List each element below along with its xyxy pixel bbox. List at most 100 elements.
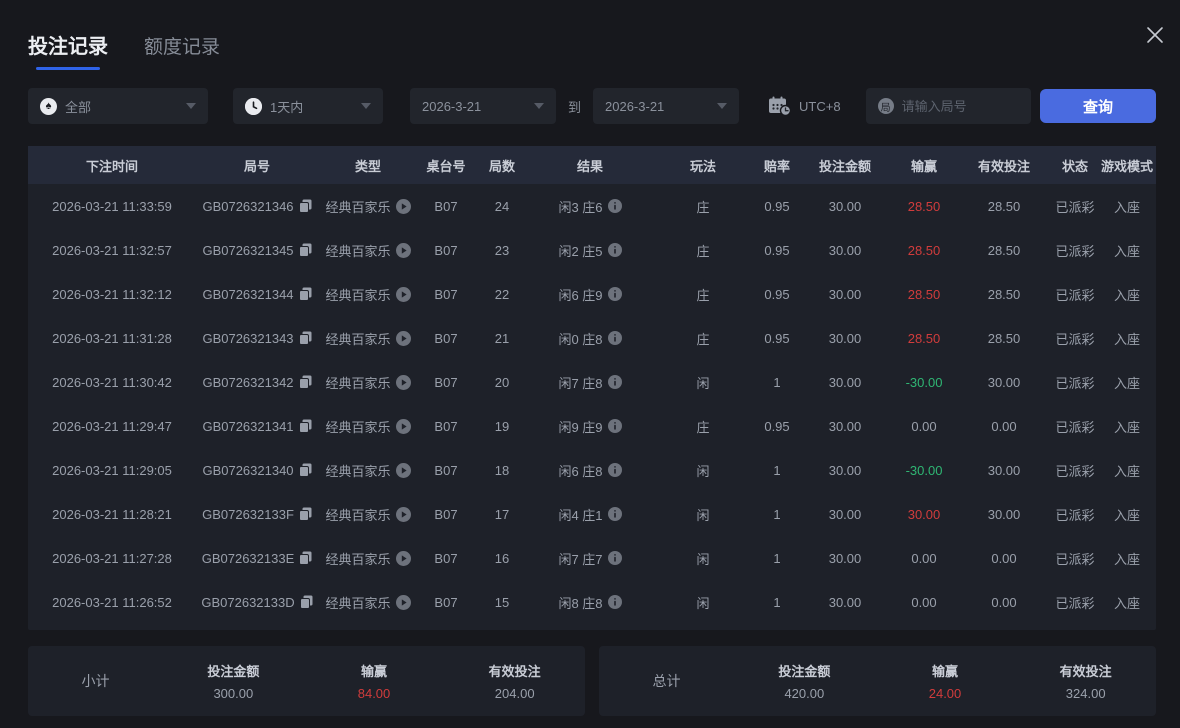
time-range-value: 1天内 [270,99,304,115]
valid-bet-text: 0.00 [991,594,1017,610]
tab-quota-records[interactable]: 额度记录 [144,37,221,58]
info-icon[interactable] [607,199,622,213]
play-icon[interactable] [395,374,411,390]
copy-icon[interactable] [298,375,312,389]
valid-bet: 0.00 [956,595,1052,610]
game-mode-text: 入座 [1113,419,1140,435]
game-type-select[interactable]: ♠ 全部 [28,88,208,124]
game-type-value: 全部 [65,99,92,115]
tab-bet-records[interactable]: 投注记录 [28,30,108,70]
copy-icon[interactable] [298,507,312,521]
table-no: B07 [418,287,474,302]
info-icon[interactable] [607,507,622,521]
close-icon[interactable] [1142,22,1168,48]
valid-bet-text: 0.00 [991,418,1017,434]
play-icon[interactable] [395,594,411,610]
status-text: 已派彩 [1055,287,1095,303]
play-icon[interactable] [395,286,411,302]
win-loss: -30.00 [892,375,956,390]
bet-time: 2026-03-21 11:30:42 [28,375,196,390]
bet-time-text: 2026-03-21 11:32:12 [52,286,172,302]
info-icon[interactable] [607,243,622,257]
play-icon[interactable] [395,506,411,522]
odds-text: 1 [773,550,781,566]
bet-amount-text: 30.00 [828,198,862,214]
header-play-type: 玩法 [689,158,716,174]
result-text: 闲2 庄5 [558,243,603,259]
copy-icon[interactable] [298,419,312,433]
round-id: GB0726321344 [196,287,318,302]
copy-icon[interactable] [298,331,312,345]
bet-amount: 30.00 [798,463,892,478]
subtotal-panel: 小计 投注金额 300.00 输赢 84.00 有效投注 204.00 [28,646,585,716]
copy-icon[interactable] [298,463,312,477]
info-icon[interactable] [607,595,622,609]
game-mode: 入座 [1098,417,1156,436]
play-type-text: 庄 [696,243,710,259]
game-type-text: 经典百家乐 [325,419,391,435]
table-no: B07 [418,507,474,522]
copy-icon[interactable] [299,595,313,609]
bet-amount-text: 30.00 [828,242,862,258]
round-badge-icon: 局 [877,98,894,114]
round-search-input[interactable] [901,98,1019,114]
play-icon[interactable] [395,330,411,346]
query-button[interactable]: 查询 [1040,89,1156,123]
bet-time-text: 2026-03-21 11:32:57 [52,242,172,258]
date-to-value: 2026-3-21 [605,98,665,114]
copy-icon[interactable] [298,287,312,301]
copy-icon[interactable] [298,243,312,257]
result: 闲0 庄8 [530,329,650,348]
info-icon[interactable] [607,463,622,477]
play-type: 庄 [650,417,756,436]
table-row: 2026-03-21 11:29:47 GB0726321341 经典百家乐 B07 1… [28,404,1156,448]
game-mode-text: 入座 [1113,507,1140,523]
win-loss-text: 28.50 [907,286,941,302]
copy-icon[interactable] [298,199,312,213]
date-from-value: 2026-3-21 [422,98,482,114]
bet-time: 2026-03-21 11:26:52 [28,595,196,610]
total-bet: 投注金额 420.00 [778,664,831,701]
play-icon[interactable] [395,242,411,258]
play-icon[interactable] [395,418,411,434]
bet-time: 2026-03-21 11:28:21 [28,507,196,522]
round-search-field[interactable]: 局 [865,88,1031,124]
play-icon[interactable] [395,550,411,566]
info-icon[interactable] [607,375,622,389]
info-icon[interactable] [607,331,622,345]
status-text: 已派彩 [1055,331,1095,347]
odds-text: 1 [773,374,781,390]
table-body: 2026-03-21 11:33:59 GB0726321346 经典百家乐 B07 2… [28,184,1156,624]
table-header: 下注时间 局号 类型 桌台号 局数 结果 玩法 赔率 投注金额 输赢 有效投注 … [28,146,1156,184]
game-type-text: 经典百家乐 [325,243,391,259]
win-loss-text: 0.00 [911,418,937,434]
table-no: B07 [418,595,474,610]
info-icon[interactable] [607,419,622,433]
round-no-text: 22 [494,286,510,302]
result: 闲6 庄8 [530,461,650,480]
calendar-clock-icon[interactable] [769,96,792,116]
win-loss: -30.00 [892,463,956,478]
round-id: GB0726321340 [196,463,318,478]
info-icon[interactable] [607,287,622,301]
valid-bet: 28.50 [956,243,1052,258]
game-type: 经典百家乐 [318,241,418,260]
round-id-text: GB0726321340 [202,462,294,478]
status-text: 已派彩 [1055,375,1095,391]
play-type-text: 闲 [696,375,710,391]
game-mode-text: 入座 [1113,595,1140,611]
copy-icon[interactable] [299,551,312,565]
result: 闲6 庄9 [530,285,650,304]
valid-bet-text: 28.50 [987,198,1021,214]
date-from-picker[interactable]: 2026-3-21 [410,88,556,124]
valid-bet-text: 30.00 [987,506,1021,522]
valid-bet: 30.00 [956,463,1052,478]
info-icon[interactable] [607,551,622,565]
game-type: 经典百家乐 [318,373,418,392]
date-to-picker[interactable]: 2026-3-21 [593,88,740,124]
game-mode: 入座 [1098,285,1156,304]
play-icon[interactable] [395,198,411,214]
play-icon[interactable] [395,462,411,478]
time-range-select[interactable]: 1天内 [233,88,383,124]
bet-time: 2026-03-21 11:29:47 [28,419,196,434]
